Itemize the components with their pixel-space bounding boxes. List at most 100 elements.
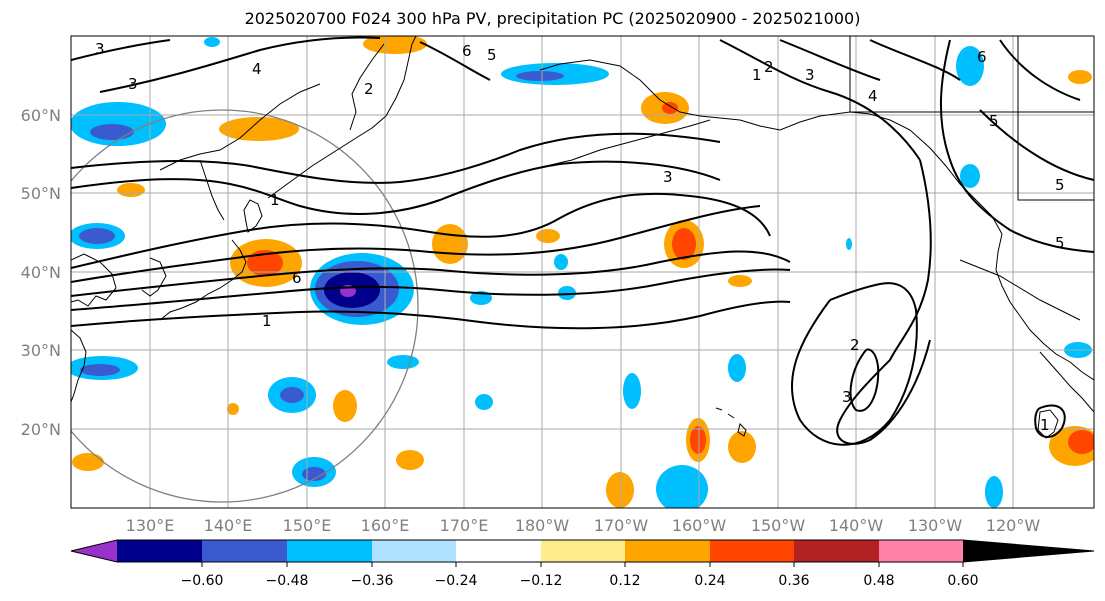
precip-blob [204,37,220,47]
colorbar-segment [456,540,541,562]
contour-label: 5 [989,112,999,130]
precip-blob [247,250,283,276]
precip-blob [606,472,634,508]
colorbar-tick-label: −0.60 [181,573,224,589]
lon-label: 160°W [672,516,727,535]
precip-blob [280,387,304,403]
precip-blob [985,476,1003,508]
lon-label: 150°W [751,516,806,535]
colorbar-segment [117,540,202,562]
precip-blob [90,124,134,140]
precip-blob [536,229,560,243]
latitude-labels: 60°N 50°N 40°N 30°N 20°N [21,106,61,439]
lon-label: 130°W [908,516,963,535]
lat-label: 60°N [21,106,61,125]
colorbar-tick-label: −0.12 [520,573,563,589]
lat-label: 50°N [21,184,61,203]
colorbar-tick-label: 0.48 [863,573,894,589]
colorbar-tick-label: 0.36 [778,573,809,589]
precip-blob [333,390,357,422]
longitude-labels: 130°E 140°E 150°E 160°E 170°E 180°W 170°… [126,516,1041,535]
precip-blob [1068,430,1094,454]
precip-blob [690,426,706,454]
lat-label: 20°N [21,420,61,439]
range-circle [71,109,419,503]
lon-label: 180°W [515,516,570,535]
contour-label: 1 [1040,416,1050,434]
precip-blob [396,450,424,470]
lon-label: 170°W [594,516,649,535]
precip-blob [623,373,641,409]
colorbar-segment [963,540,1094,562]
precip-blob [516,71,564,81]
colorbar-tick-label: −0.36 [351,573,394,589]
precip-blob [72,453,104,471]
colorbar-tick-label: 0.24 [694,573,725,589]
contour-label: 5 [1055,234,1065,252]
contour-label: 3 [95,40,105,58]
contour-label: 3 [128,75,138,93]
precip-blob [302,467,326,481]
precip-blob [728,431,756,463]
contour-label: 6 [462,42,472,60]
contour-label: 2 [850,336,860,354]
contour-label: 1 [752,66,762,84]
contour-label: 6 [977,48,987,66]
precip-blob [1068,70,1092,84]
precip-blob [672,228,696,260]
contour-label: 2 [364,80,374,98]
coastlines [71,36,1094,439]
precip-blob [554,254,568,270]
contour-label: 5 [1055,176,1065,194]
contour-label: 3 [805,66,815,84]
precip-blob [662,102,678,114]
pv-contours [71,36,1094,446]
lon-label: 140°E [204,516,253,535]
precip-blob [475,394,493,410]
colorbar-segment [794,540,879,562]
colorbar-tick-label: 0.60 [947,573,978,589]
precip-blob [79,228,115,244]
colorbar-outline [70,539,1095,563]
precip-blob [956,46,984,86]
colorbar-tick-label: −0.48 [266,573,309,589]
contour-label: 1 [270,191,280,209]
precip-blob [219,117,299,141]
colorbar-segment [710,540,794,562]
contour-label: 5 [487,46,497,64]
contour-label: 4 [252,60,262,78]
lat-label: 30°N [21,341,61,360]
contour-label: 4 [868,87,878,105]
lon-label: 150°E [283,516,332,535]
colorbar-tick-label: 0.12 [609,573,640,589]
lon-label: 170°E [440,516,489,535]
precip-blob [656,465,708,508]
precip-blob [728,354,746,382]
colorbar-segment [625,540,710,562]
contour-label: 3 [663,168,673,186]
contour-label: 2 [764,58,774,76]
colorbar-segment [202,540,287,562]
colorbar: −0.60 −0.48 −0.36 −0.24 −0.12 0.12 0.24 … [70,539,1095,589]
lon-label: 120°W [986,516,1041,535]
contour-label: 3 [842,388,852,406]
precip-blob [728,275,752,287]
lon-label: 160°E [361,516,410,535]
precip-blob [227,403,239,415]
colorbar-segment [287,540,372,562]
colorbar-segment [879,540,963,562]
precip-blob [387,355,419,369]
precip-blob [432,224,468,264]
colorbar-segment [71,540,117,562]
precip-blob [80,364,120,376]
contour-label: 6 [292,269,302,287]
lat-label: 40°N [21,263,61,282]
contour-labels: 3 4 2 6 5 1 6 1 3 2 1 3 4 5 6 5 5 3 2 3 … [95,40,1065,434]
map-border [70,35,1095,509]
colorbar-tick-label: −0.24 [435,573,478,589]
colorbar-ticks [201,562,964,567]
precip-blob [558,286,576,300]
precip-blob [960,164,980,188]
map-title: 2025020700 F024 300 hPa PV, precipitatio… [244,9,861,28]
